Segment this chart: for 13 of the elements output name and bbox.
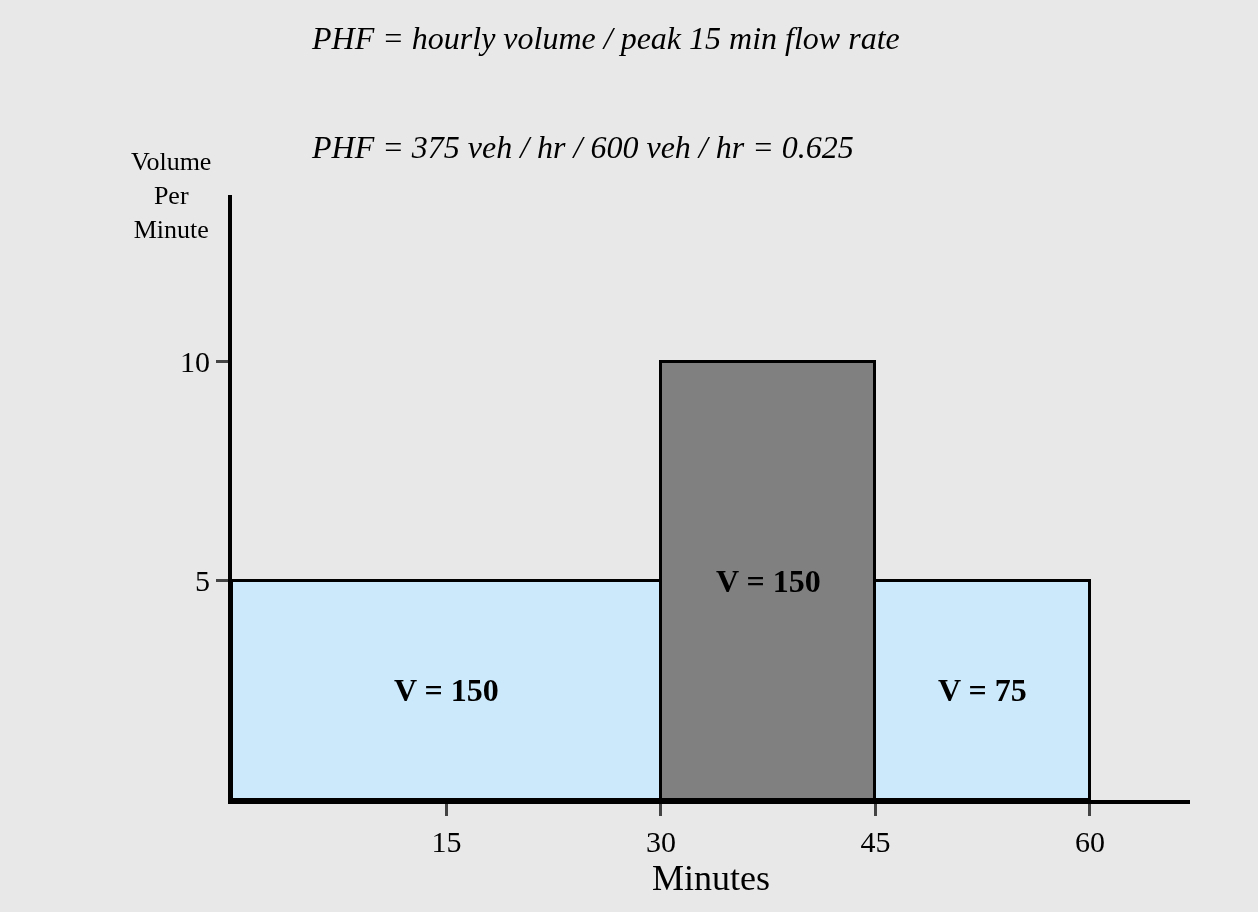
x-axis-title: Minutes [651, 858, 771, 898]
y-tick-label: 5 [195, 564, 210, 598]
x-tick-label: 45 [860, 825, 891, 858]
x-tick-label: 15 [431, 825, 462, 858]
x-tick-label: 30 [645, 825, 676, 858]
y-tick-label: 10 [180, 345, 210, 379]
x-tick-label: 60 [1074, 825, 1105, 858]
text: PHF = 375 veh / hr / 600 veh / hr = 0.625 [311, 129, 854, 165]
text: PHF = hourly volume / peak 15 min flow rate [311, 20, 900, 56]
annotation: V = 75 [938, 672, 1027, 708]
annotation: V = 150 [394, 672, 499, 708]
annotation: V = 150 [716, 563, 821, 599]
y-axis-title: Volume Per Minute [131, 147, 212, 244]
